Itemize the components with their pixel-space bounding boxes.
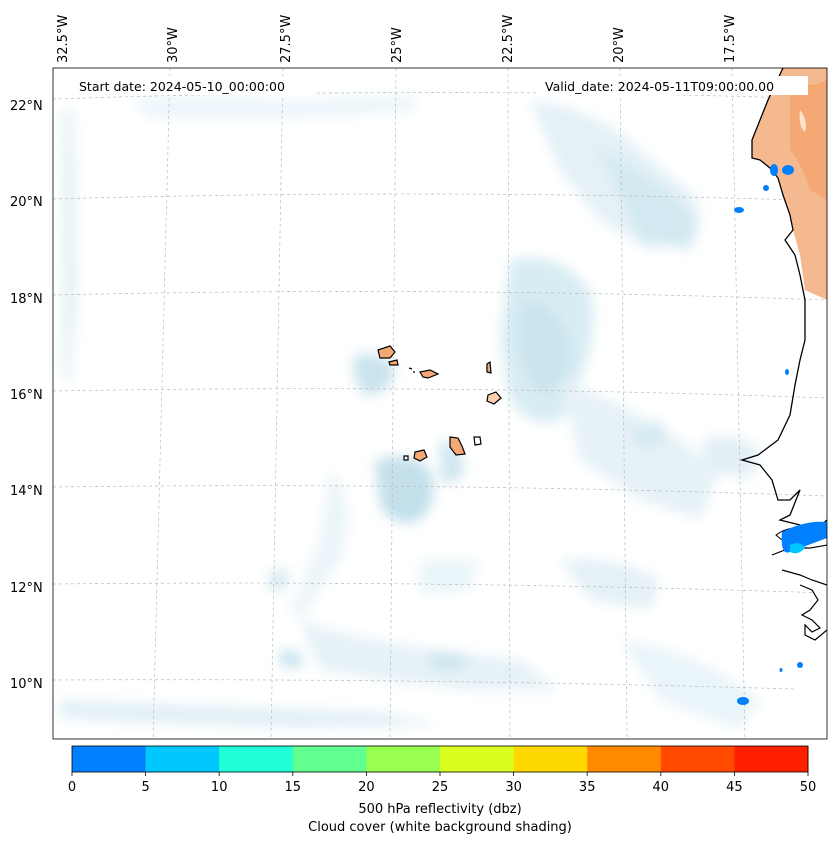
colorbar-segment [72,746,147,772]
valid-date-box [538,76,808,95]
colorbar-segment [734,746,809,772]
colorbar-segment [513,746,588,772]
colorbar-segment [660,746,735,772]
colorbar-segment [219,746,294,772]
colorbar-tick-label: 0 [68,780,76,795]
lat-label: 18°N [10,292,43,307]
lon-label: 17.5°W [723,15,738,63]
colorbar-ticks: 0 5 10 15 20 25 30 35 40 45 50 [68,772,816,795]
colorbar-segment [587,746,662,772]
cloud-cover-shading [60,95,760,730]
start-date-box [72,76,316,95]
colorbar [72,746,809,772]
start-date-text: Start date: 2024-05-10_00:00:00 [79,79,285,94]
africa-landmass [739,68,827,739]
lon-label: 32.5°W [56,15,71,63]
colorbar-tick-label: 45 [726,780,743,795]
colorbar-tick-label: 20 [358,780,375,795]
map-background [53,68,827,739]
colorbar-tick-label: 10 [211,780,228,795]
lat-label: 22°N [10,99,43,114]
colorbar-tick-label: 35 [579,780,596,795]
colorbar-tick-label: 5 [141,780,149,795]
colorbar-segment [440,746,515,772]
colorbar-label: 500 hPa reflectivity (dbz) [358,802,521,817]
lat-label: 12°N [10,581,43,596]
lon-label: 25°W [390,27,405,63]
map-frame [52,67,828,740]
colorbar-segment [145,746,220,772]
colorbar-tick-label: 40 [653,780,670,795]
colorbar-tick-label: 15 [285,780,302,795]
lon-label: 30°W [166,27,181,63]
colorbar-tick-label: 25 [432,780,449,795]
colorbar-tick-label: 30 [505,780,522,795]
lat-label: 10°N [10,677,43,692]
valid-date-text: Valid_date: 2024-05-11T09:00:00.00 [545,79,774,94]
colorbar-sublabel: Cloud cover (white background shading) [308,820,572,835]
lat-label: 16°N [10,388,43,403]
longitude-labels: 32.5°W 30°W 27.5°W 25°W 22.5°W 20°W 17.5… [56,15,738,63]
reflectivity-cells [734,164,827,705]
lat-label: 20°N [10,195,43,210]
lon-label: 27.5°W [279,15,294,63]
lon-label: 22.5°W [501,15,516,63]
lon-label: 20°W [612,27,627,63]
colorbar-segment [292,746,367,772]
colorbar-tick-label: 50 [800,780,817,795]
map-gridlines [53,68,827,739]
lat-label: 14°N [10,484,43,499]
latitude-labels: 22°N 20°N 18°N 16°N 14°N 12°N 10°N [10,99,43,692]
colorbar-frame [71,745,809,773]
colorbar-segment [366,746,441,772]
cape-verde-islands [377,345,502,462]
